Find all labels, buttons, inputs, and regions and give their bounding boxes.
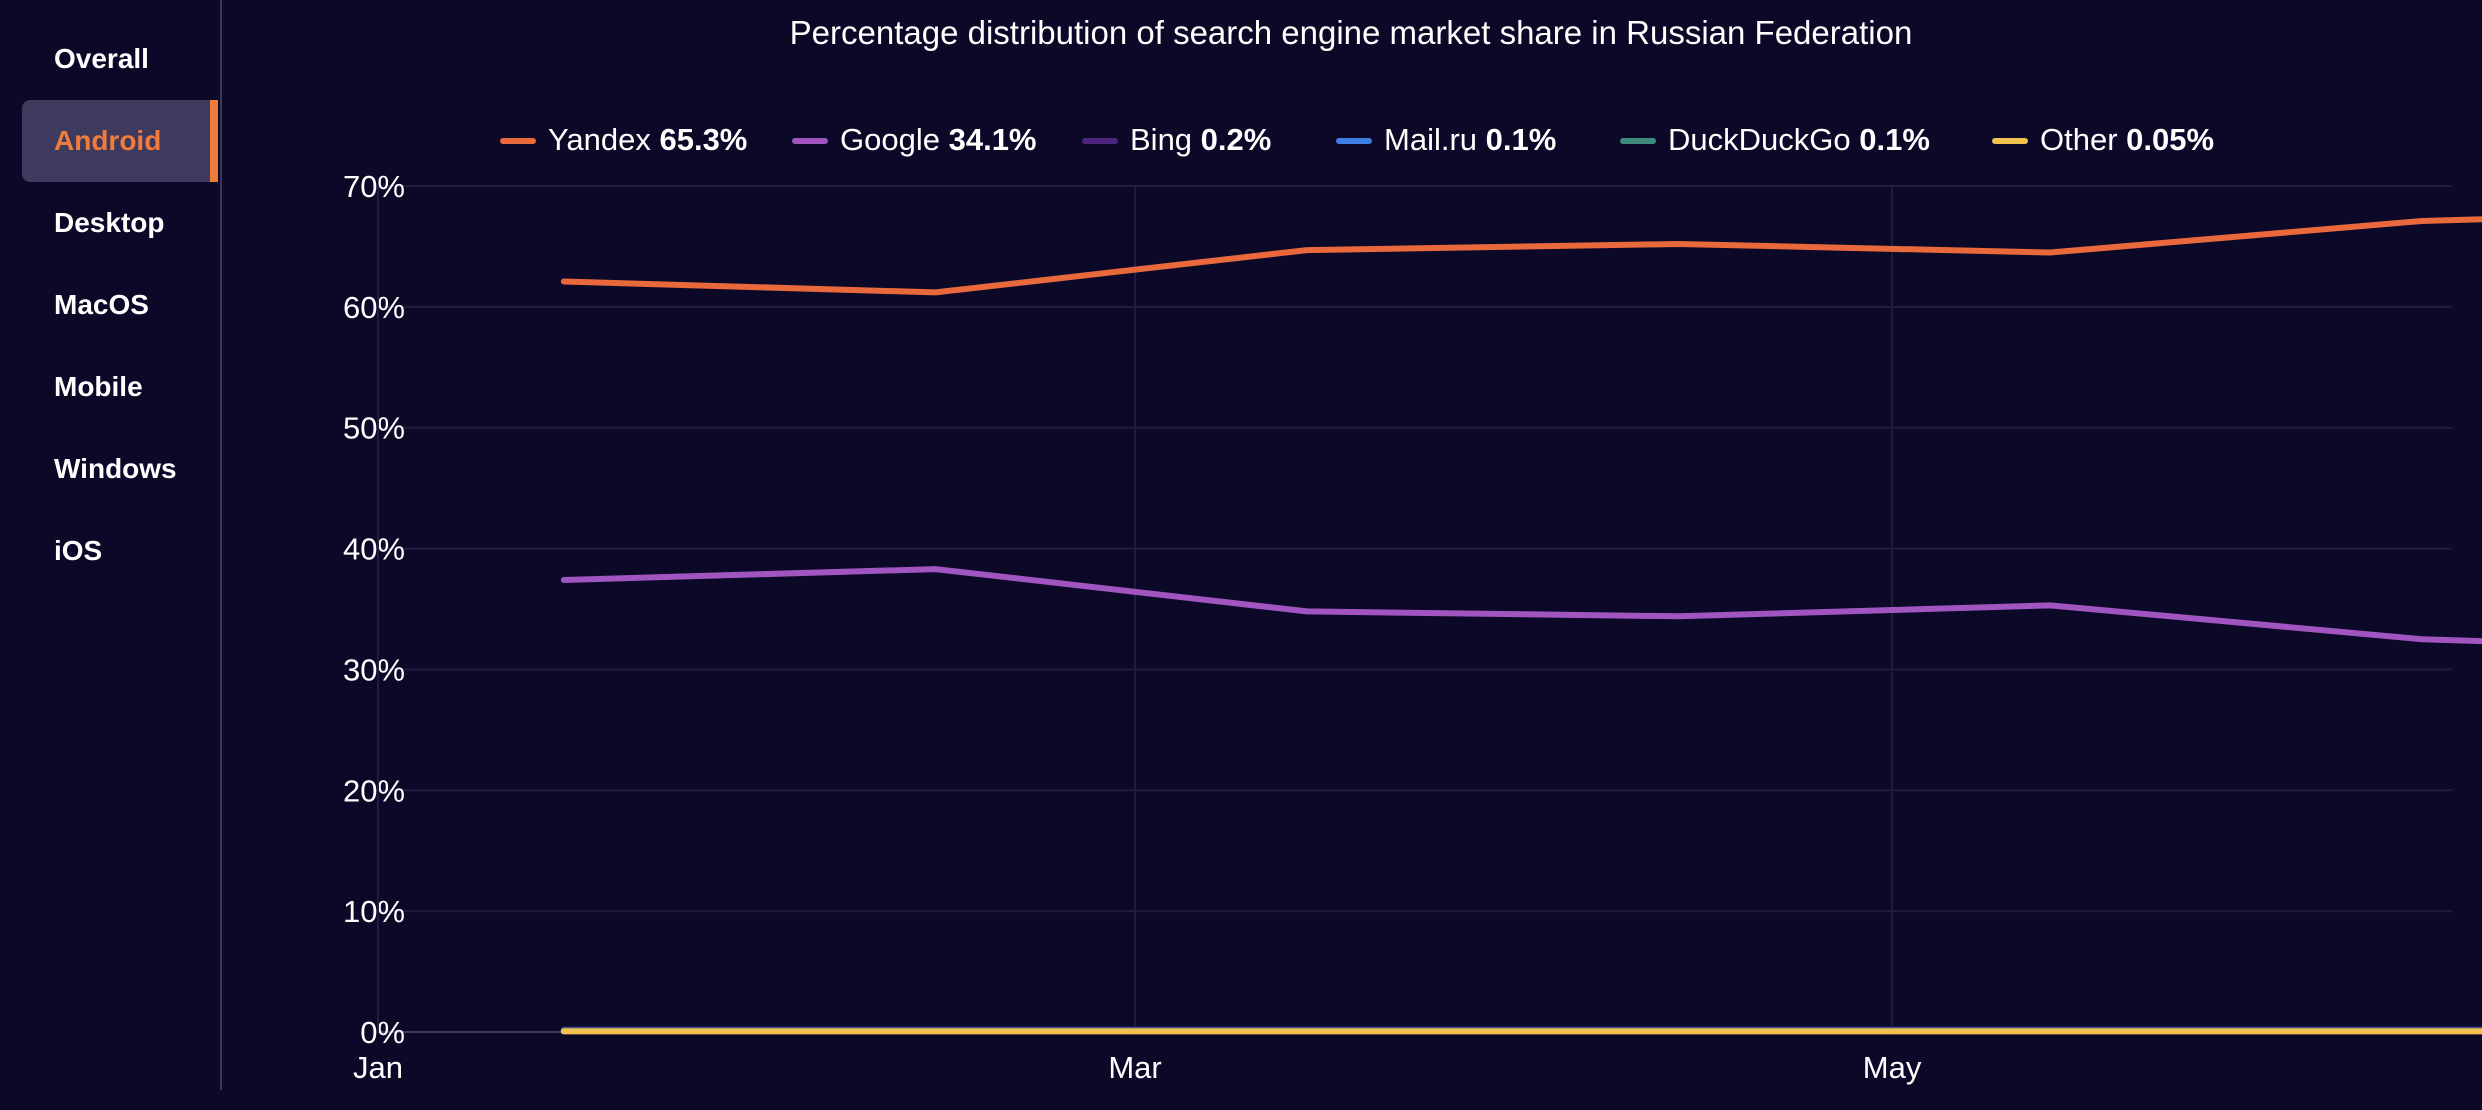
y-tick-label: 0% xyxy=(360,1015,405,1050)
y-tick-label: 10% xyxy=(343,894,405,929)
sidebar-item-overall[interactable]: Overall xyxy=(54,43,149,74)
legend-series-name: Yandex xyxy=(548,122,651,157)
legend-series-value: 0.1% xyxy=(1485,122,1557,157)
legend-label: Bing 0.2% xyxy=(1130,118,1271,162)
legend-series-name: Bing xyxy=(1130,122,1193,157)
legend-swatch xyxy=(1620,138,1656,144)
legend-label: Other 0.05% xyxy=(2040,118,2214,162)
legend-swatch xyxy=(500,138,536,144)
legend-series-name: Mail.ru xyxy=(1384,122,1478,157)
x-tick-label: Jan xyxy=(353,1050,403,1085)
legend-series-value: 0.1% xyxy=(1859,122,1930,157)
legend-label: Yandex 65.3% xyxy=(548,118,747,162)
sidebar-item-macos[interactable]: MacOS xyxy=(54,289,149,320)
legend-series-value: 0.05% xyxy=(2126,122,2215,157)
legend-swatch xyxy=(1992,138,2028,144)
legend-series-value: 34.1% xyxy=(948,122,1037,157)
x-tick-label: Mar xyxy=(1108,1050,1161,1085)
legend-label: Mail.ru 0.1% xyxy=(1384,118,1556,162)
x-tick-label: May xyxy=(1863,1050,1922,1085)
sidebar-item-mobile[interactable]: Mobile xyxy=(54,371,143,402)
legend-series-name: DuckDuckGo xyxy=(1668,122,1851,157)
sidebar-nav: Overall Android Desktop MacOS Mobile Win… xyxy=(0,0,222,1090)
sidebar-item-android[interactable]: Android xyxy=(22,100,218,182)
legend-label: DuckDuckGo 0.1% xyxy=(1668,118,1930,162)
sidebar-item-desktop[interactable]: Desktop xyxy=(54,207,165,238)
y-tick-label: 40% xyxy=(343,532,405,567)
legend-series-name: Google xyxy=(840,122,940,157)
legend-series-name: Other xyxy=(2040,122,2118,157)
legend-series-value: 0.2% xyxy=(1200,122,1272,157)
y-tick-label: 20% xyxy=(343,773,405,808)
sidebar-item-ios[interactable]: iOS xyxy=(54,535,103,566)
chart-title: Percentage distribution of search engine… xyxy=(789,14,1913,51)
y-tick-label: 60% xyxy=(343,290,405,325)
legend-swatch xyxy=(792,138,828,144)
y-tick-label: 50% xyxy=(343,411,405,446)
series-line-yandex xyxy=(560,216,2482,296)
legend-swatch xyxy=(1336,138,1372,144)
y-tick-label: 30% xyxy=(343,652,405,687)
sidebar-item-windows[interactable]: Windows xyxy=(54,453,177,484)
y-tick-label: 70% xyxy=(343,169,405,204)
legend-label: Google 34.1% xyxy=(840,118,1037,162)
legend-swatch xyxy=(1082,138,1118,144)
series-line-google xyxy=(560,566,2482,645)
legend-series-value: 65.3% xyxy=(659,122,748,157)
